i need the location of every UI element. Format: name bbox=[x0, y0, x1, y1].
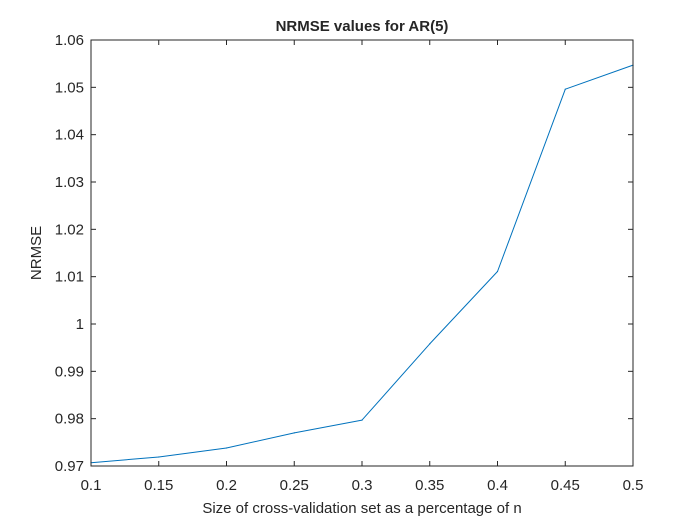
data-point bbox=[429, 343, 431, 345]
data-point bbox=[293, 432, 295, 434]
y-tick-label: 0.98 bbox=[55, 411, 84, 428]
x-tick-label: 0.45 bbox=[551, 477, 580, 494]
y-tick-label: 1.01 bbox=[55, 269, 84, 286]
y-tick-label: 1.06 bbox=[55, 32, 84, 49]
x-tick-label: 0.3 bbox=[352, 477, 373, 494]
data-point bbox=[564, 88, 566, 90]
x-tick-label: 0.1 bbox=[81, 477, 102, 494]
y-tick-label: 0.99 bbox=[55, 363, 84, 380]
x-tick-label: 0.35 bbox=[415, 477, 444, 494]
x-tick-label: 0.5 bbox=[623, 477, 644, 494]
y-tick-label: 1.05 bbox=[55, 79, 84, 96]
x-tick-label: 0.4 bbox=[487, 477, 508, 494]
y-tick-label: 0.97 bbox=[55, 458, 84, 475]
y-tick-label: 1 bbox=[76, 316, 84, 333]
series-layer bbox=[90, 64, 634, 464]
x-axis-label: Size of cross-validation set as a percen… bbox=[202, 500, 521, 517]
x-axis-ticks: 0.1 0.15 0.2 0.25 0.3 0.35 0.4 0.45 0.5 bbox=[81, 40, 644, 494]
y-tick-label: 1.02 bbox=[55, 221, 84, 238]
data-point bbox=[225, 447, 228, 449]
data-point bbox=[158, 456, 160, 458]
x-tick-label: 0.25 bbox=[280, 477, 309, 494]
plot-area bbox=[91, 40, 633, 466]
y-axis-ticks: 0.97 0.98 0.99 1 1.01 1.02 1.03 1.04 1.05 1.06 bbox=[55, 32, 633, 475]
x-tick-label: 0.2 bbox=[216, 477, 237, 494]
y-tick-label: 1.04 bbox=[55, 127, 84, 144]
data-point bbox=[361, 419, 363, 421]
y-axis-label: NRMSE bbox=[28, 226, 45, 280]
data-point bbox=[496, 270, 499, 273]
y-tick-label: 1.03 bbox=[55, 174, 84, 191]
x-tick-label: 0.15 bbox=[144, 477, 173, 494]
chart-title: NRMSE values for AR(5) bbox=[276, 18, 449, 35]
